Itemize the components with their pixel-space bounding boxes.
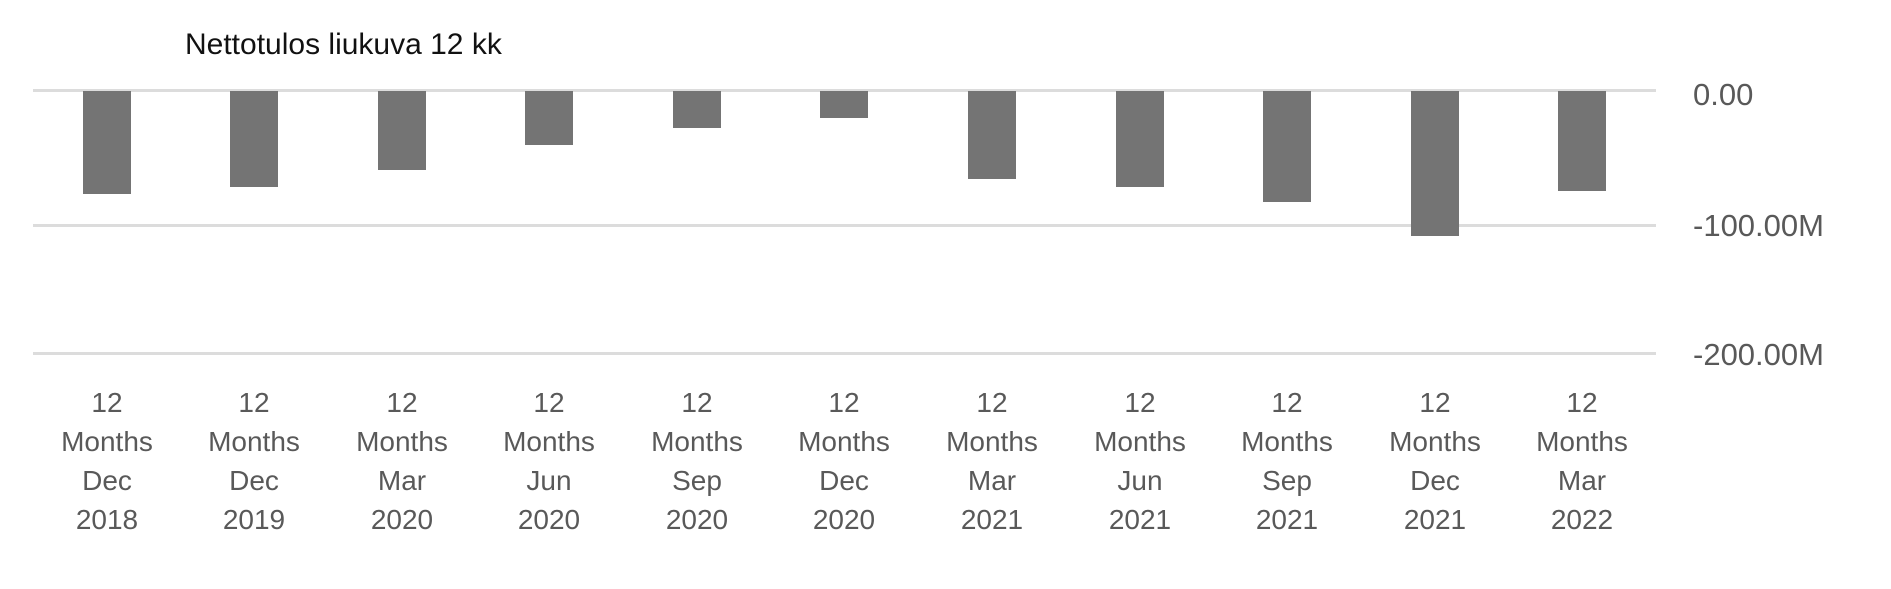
x-axis-label-line: Mar <box>377 465 427 496</box>
x-axis-label-line: Jun <box>526 465 572 496</box>
bar-12-months-sep-2021[interactable] <box>1263 91 1311 202</box>
x-axis-label-12-months-mar-2020: 12 Months Mar 2020 <box>328 383 476 539</box>
x-axis-label-line: Months <box>503 426 595 457</box>
x-axis-label-12-months-dec-2018: 12 Months Dec 2018 <box>33 383 181 539</box>
bar-12-months-mar-2022[interactable] <box>1558 91 1606 191</box>
x-axis-label-line: 12 <box>1271 387 1303 418</box>
x-axis-label-line: Dec <box>1410 465 1460 496</box>
x-axis-label-line: 12 <box>533 387 565 418</box>
x-axis-label-line: Months <box>1389 426 1481 457</box>
x-axis-label-12-months-sep-2021: 12 Months Sep 2021 <box>1213 383 1361 539</box>
x-axis-label-line: 12 <box>91 387 123 418</box>
x-axis-label-line: Dec <box>229 465 279 496</box>
x-axis-label-line: Months <box>1241 426 1333 457</box>
x-axis-label-line: Dec <box>82 465 132 496</box>
x-axis-label-line: 2022 <box>1550 504 1614 535</box>
x-axis-label-line: Mar <box>967 465 1017 496</box>
x-axis-label-line: Months <box>356 426 448 457</box>
x-axis-label-line: 2020 <box>370 504 434 535</box>
x-axis-label-line: 2019 <box>222 504 286 535</box>
bar-12-months-mar-2021[interactable] <box>968 91 1016 179</box>
bar-12-months-dec-2018[interactable] <box>83 91 131 194</box>
x-axis-label-12-months-mar-2021: 12 Months Mar 2021 <box>918 383 1066 539</box>
x-axis-label-line: Months <box>651 426 743 457</box>
x-axis-label-line: Months <box>1536 426 1628 457</box>
x-axis-label-line: 2020 <box>517 504 581 535</box>
bar-12-months-dec-2021[interactable] <box>1411 91 1459 236</box>
x-axis-label-12-months-dec-2019: 12 Months Dec 2019 <box>180 383 328 539</box>
bar-12-months-dec-2019[interactable] <box>230 91 278 187</box>
x-axis-label-line: 12 <box>976 387 1008 418</box>
x-axis-label-line: Sep <box>672 465 722 496</box>
x-axis-label-line: Mar <box>1557 465 1607 496</box>
gridline--200.00M <box>33 352 1656 355</box>
x-axis-label-12-months-mar-2022: 12 Months Mar 2022 <box>1508 383 1656 539</box>
x-axis-label-line: 12 <box>1124 387 1156 418</box>
x-axis-label-line: Dec <box>819 465 869 496</box>
x-axis-label-line: Sep <box>1262 465 1312 496</box>
x-axis-label-line: 2021 <box>1108 504 1172 535</box>
x-axis-label-line: 2020 <box>812 504 876 535</box>
gridline-0.00 <box>33 89 1656 92</box>
x-axis-label-line: 12 <box>681 387 713 418</box>
x-axis-label-line: Months <box>208 426 300 457</box>
x-axis-label-line: 2021 <box>960 504 1024 535</box>
bar-12-months-jun-2020[interactable] <box>525 91 573 145</box>
x-axis-label-line: Months <box>798 426 890 457</box>
x-axis-label-line: Months <box>61 426 153 457</box>
x-axis-label-12-months-jun-2020: 12 Months Jun 2020 <box>475 383 623 539</box>
x-axis-label-line: 12 <box>1419 387 1451 418</box>
gridline--100.00M <box>33 224 1656 227</box>
bar-12-months-sep-2020[interactable] <box>673 91 721 128</box>
x-axis-label-line: Months <box>946 426 1038 457</box>
x-axis-label-12-months-dec-2020: 12 Months Dec 2020 <box>770 383 918 539</box>
x-axis-label-12-months-sep-2020: 12 Months Sep 2020 <box>623 383 771 539</box>
x-axis-label-line: 12 <box>238 387 270 418</box>
x-axis-label-line: 2021 <box>1403 504 1467 535</box>
y-axis-label--200.00M: -200.00M <box>1693 337 1824 372</box>
x-axis-label-line: 12 <box>386 387 418 418</box>
x-axis-label-line: 2018 <box>75 504 139 535</box>
bar-12-months-jun-2021[interactable] <box>1116 91 1164 187</box>
y-axis-label-0.00: 0.00 <box>1693 77 1754 112</box>
x-axis-label-line: 2021 <box>1255 504 1319 535</box>
x-axis-label-line: 12 <box>1566 387 1598 418</box>
x-axis-label-12-months-jun-2021: 12 Months Jun 2021 <box>1066 383 1214 539</box>
y-axis-label--100.00M: -100.00M <box>1693 208 1824 243</box>
bar-12-months-mar-2020[interactable] <box>378 91 426 170</box>
bar-12-months-dec-2020[interactable] <box>820 91 868 118</box>
x-axis-label-line: Jun <box>1117 465 1163 496</box>
x-axis-label-12-months-dec-2021: 12 Months Dec 2021 <box>1361 383 1509 539</box>
x-axis-label-line: 12 <box>828 387 860 418</box>
x-axis-label-line: Months <box>1094 426 1186 457</box>
x-axis-label-line: 2020 <box>665 504 729 535</box>
chart-title: Nettotulos liukuva 12 kk <box>185 28 502 61</box>
